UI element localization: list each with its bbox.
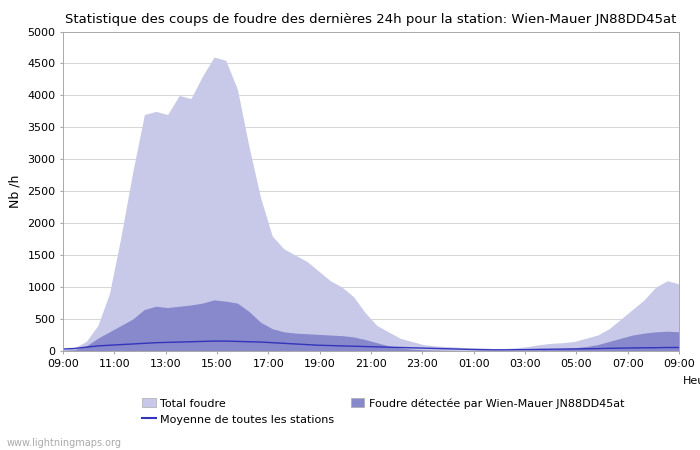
- Title: Statistique des coups de foudre des dernières 24h pour la station: Wien-Mauer JN: Statistique des coups de foudre des dern…: [65, 13, 677, 26]
- Legend: Total foudre, Moyenne de toutes les stations, Foudre détectée par Wien-Mauer JN8: Total foudre, Moyenne de toutes les stat…: [143, 398, 624, 425]
- Text: Heure: Heure: [683, 376, 700, 386]
- Text: www.lightningmaps.org: www.lightningmaps.org: [7, 438, 122, 448]
- Y-axis label: Nb /h: Nb /h: [8, 175, 22, 208]
